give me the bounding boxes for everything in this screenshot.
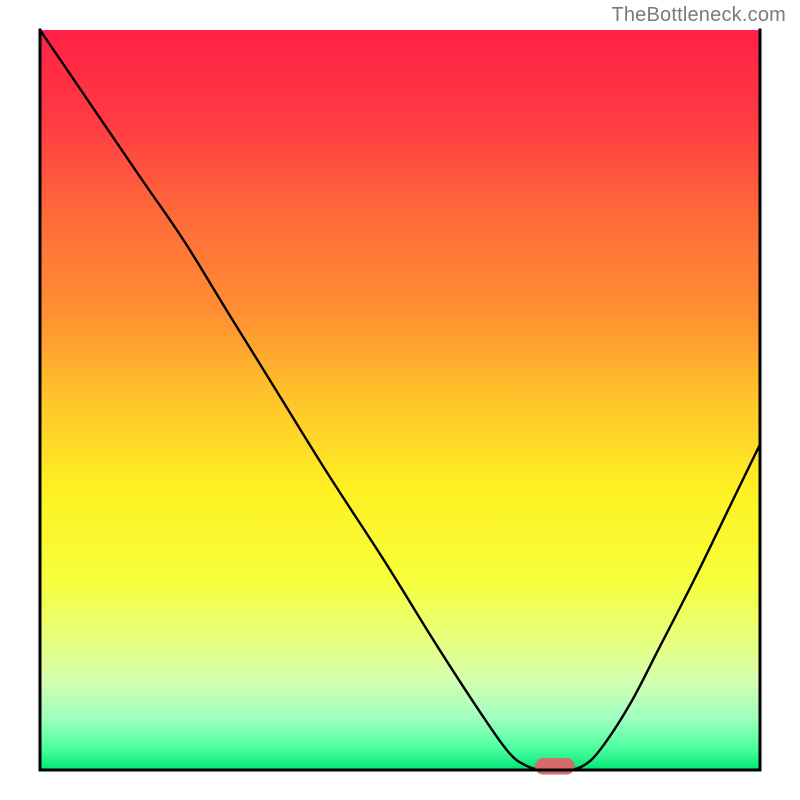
chart-container: TheBottleneck.com [0, 0, 800, 800]
optimal-pill [535, 758, 575, 774]
bottleneck-chart [0, 0, 800, 800]
chart-background [40, 30, 760, 770]
